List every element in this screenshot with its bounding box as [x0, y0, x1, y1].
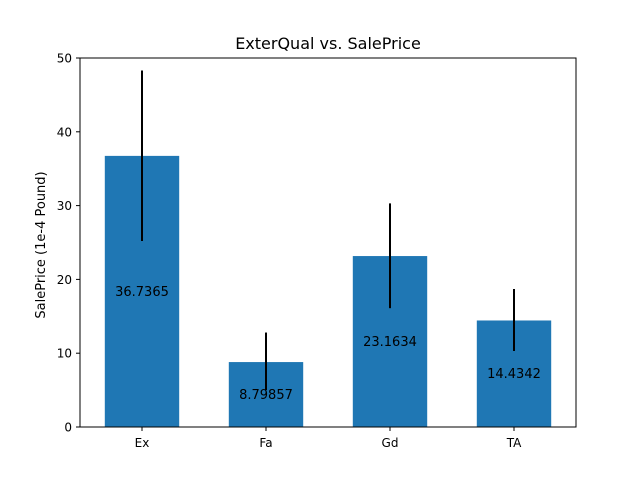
- x-tick-label-fa: Fa: [259, 436, 272, 450]
- x-tick-label-ta: TA: [506, 436, 522, 450]
- errorbars-group: [141, 70, 515, 391]
- value-labels-group: 36.7365 8.79857 23.1634 14.4342: [115, 285, 541, 403]
- x-tick-label-gd: Gd: [382, 436, 399, 450]
- y-tick-label-10: 10: [57, 347, 72, 361]
- value-label-fa: 8.79857: [239, 388, 293, 403]
- value-label-gd: 23.1634: [363, 335, 417, 350]
- y-tick-label-40: 40: [57, 125, 72, 139]
- value-label-ex: 36.7365: [115, 285, 169, 300]
- y-axis-label: SalePrice (1e-4 Pound): [34, 171, 49, 318]
- y-tick-label-30: 30: [57, 199, 72, 213]
- value-label-ta: 14.4342: [487, 367, 541, 382]
- chart-title: ExterQual vs. SalePrice: [235, 34, 421, 53]
- y-axis-ticks: 0 10 20 30 40 50: [57, 52, 80, 435]
- y-tick-label-20: 20: [57, 273, 72, 287]
- axes-frame: [79, 57, 577, 428]
- x-tick-label-ex: Ex: [135, 436, 150, 450]
- y-tick-label-50: 50: [57, 52, 72, 66]
- y-tick-label-0: 0: [64, 421, 72, 435]
- x-axis-ticks: Ex Fa Gd TA: [135, 427, 522, 450]
